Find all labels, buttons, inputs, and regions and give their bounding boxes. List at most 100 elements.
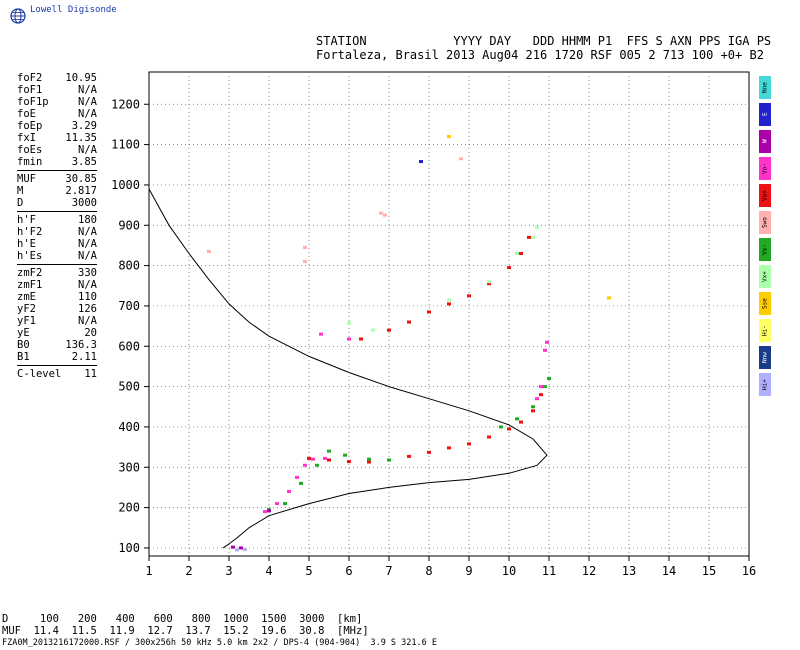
muf-row: MUF 11.4 11.5 11.9 12.7 13.7 15.2 19.6 3… — [2, 625, 369, 637]
param-name: B1 — [17, 351, 30, 363]
param-name: yF1 — [17, 315, 36, 327]
param-row: zmF1 N/A — [17, 279, 97, 291]
x-tick-label: 14 — [662, 564, 676, 578]
param-name: foF1 — [17, 84, 43, 96]
echo-point — [427, 310, 431, 314]
param-name: MUF — [17, 173, 36, 185]
x-tick-label: 16 — [742, 564, 756, 578]
param-row: foE N/A — [17, 108, 97, 120]
legend-entry: Swo — [759, 211, 771, 234]
param-name: D — [17, 197, 24, 209]
y-tick-label: 800 — [118, 259, 140, 273]
echo-point — [487, 282, 491, 286]
x-tick-label: 4 — [265, 564, 272, 578]
brand-name: Lowell Digisonde — [30, 5, 117, 15]
legend-entry: Hi- — [759, 319, 771, 342]
echo-point — [347, 321, 351, 325]
param-name: foEp — [17, 120, 43, 132]
param-value: N/A — [78, 238, 97, 250]
echo-point — [467, 294, 471, 298]
param-name: C-level — [17, 368, 62, 380]
echo-point — [487, 280, 491, 284]
legend-entry: E — [759, 103, 771, 126]
param-row: B1 2.11 — [17, 351, 97, 363]
param-separator — [17, 170, 97, 171]
y-tick-label: 700 — [118, 299, 140, 313]
x-tick-label: 15 — [702, 564, 716, 578]
echo-point — [343, 453, 347, 457]
x-tick-label: 2 — [185, 564, 192, 578]
param-value: 20 — [84, 327, 97, 339]
echo-point — [283, 502, 287, 506]
y-tick-label: 600 — [118, 339, 140, 353]
echo-point — [543, 348, 547, 352]
legend-entry: Vo- — [759, 157, 771, 180]
echo-point — [319, 332, 323, 336]
y-tick-label: 100 — [118, 541, 140, 555]
echo-point — [299, 481, 303, 485]
x-tick-label: 9 — [465, 564, 472, 578]
echo-point — [359, 337, 363, 341]
echo-point — [419, 160, 423, 164]
param-value: N/A — [78, 315, 97, 327]
echo-point — [303, 260, 307, 264]
echo-legend: Nne E W Vo- Vo+ Swo Vx- Vx+ Sse Hi- Nnw Hi+ — [759, 76, 771, 400]
param-row: fxI 11.35 — [17, 132, 97, 144]
echo-point — [307, 456, 311, 460]
echo-point — [347, 460, 351, 464]
echo-point — [407, 320, 411, 324]
echo-point — [447, 446, 451, 450]
x-tick-label: 7 — [385, 564, 392, 578]
x-tick-label: 8 — [425, 564, 432, 578]
legend-entry: Hi+ — [759, 373, 771, 396]
param-value: 2.817 — [65, 185, 97, 197]
param-name: zmF2 — [17, 267, 43, 279]
x-tick-label: 5 — [305, 564, 312, 578]
param-name: h'F — [17, 214, 36, 226]
echo-point — [527, 235, 531, 239]
param-name: foF2 — [17, 72, 43, 84]
echo-point — [545, 340, 549, 344]
param-value: 180 — [78, 214, 97, 226]
param-name: h'F2 — [17, 226, 43, 238]
param-row: D 3000 — [17, 197, 97, 209]
y-tick-label: 300 — [118, 460, 140, 474]
param-row: h'E N/A — [17, 238, 97, 250]
param-row: foEs N/A — [17, 144, 97, 156]
param-name: foE — [17, 108, 36, 120]
echo-point — [275, 502, 279, 506]
x-tick-label: 1 — [145, 564, 152, 578]
echo-point — [383, 213, 387, 217]
param-value: 3.29 — [71, 120, 97, 132]
echo-point — [531, 235, 535, 239]
echo-point — [267, 509, 271, 513]
param-name: zmF1 — [17, 279, 43, 291]
param-separator — [17, 211, 97, 212]
param-value: 30.85 — [65, 173, 97, 185]
legend-entry: Nnw — [759, 346, 771, 369]
legend-entry: W — [759, 130, 771, 153]
echo-point — [487, 435, 491, 439]
echo-point — [367, 460, 371, 464]
echo-point — [519, 420, 523, 424]
param-name: yE — [17, 327, 30, 339]
echo-point — [507, 427, 511, 431]
param-value: 330 — [78, 267, 97, 279]
param-row: yE 20 — [17, 327, 97, 339]
y-tick-label: 900 — [118, 218, 140, 232]
param-name: M — [17, 185, 24, 197]
plot-frame — [148, 71, 750, 557]
echo-point — [263, 510, 267, 514]
echo-point — [387, 328, 391, 332]
echo-point — [535, 225, 539, 229]
param-name: zmE — [17, 291, 36, 303]
distance-row: D 100 200 400 600 800 1000 1500 3000 [km… — [2, 613, 363, 625]
echo-point — [447, 302, 451, 306]
param-value: 136.3 — [65, 339, 97, 351]
station-header: STATION YYYY DAY DDD HHMM P1 FFS S AXN P… — [316, 34, 771, 62]
header-line-1: STATION YYYY DAY DDD HHMM P1 FFS S AXN P… — [316, 34, 772, 48]
x-tick-label: 12 — [582, 564, 596, 578]
param-value: N/A — [78, 84, 97, 96]
echo-point — [303, 463, 307, 467]
